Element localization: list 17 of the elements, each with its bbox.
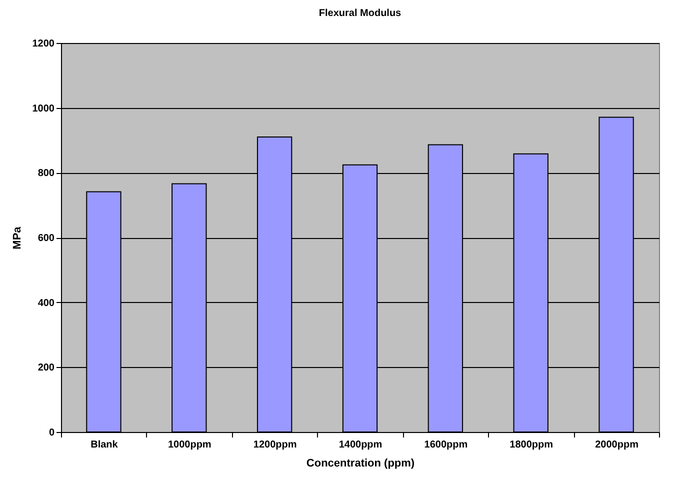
y-tick-label: 600 [38,233,55,244]
x-tick-label: 1600ppm [424,440,468,450]
x-tick-label: 1800ppm [510,440,554,450]
y-tick-label: 1000 [32,103,55,114]
chart-title: Flexural Modulus [318,8,402,19]
x-tick-label: 1000ppm [168,440,212,450]
y-tick-label: 1200 [32,38,55,50]
y-axis-title: MPa [11,226,24,250]
x-axis-title: Concentration (ppm) [306,458,415,470]
y-tick-label: 800 [38,168,55,180]
x-tick-label: 1200ppm [253,440,297,450]
x-tick-label: 2000ppm [595,440,639,450]
x-tick-label: 1400ppm [338,440,382,450]
y-tick-label: 0 [48,428,55,438]
x-tick-label: Blank [90,440,118,450]
y-tick-label: 200 [38,362,55,374]
y-tick-label: 400 [38,298,55,309]
